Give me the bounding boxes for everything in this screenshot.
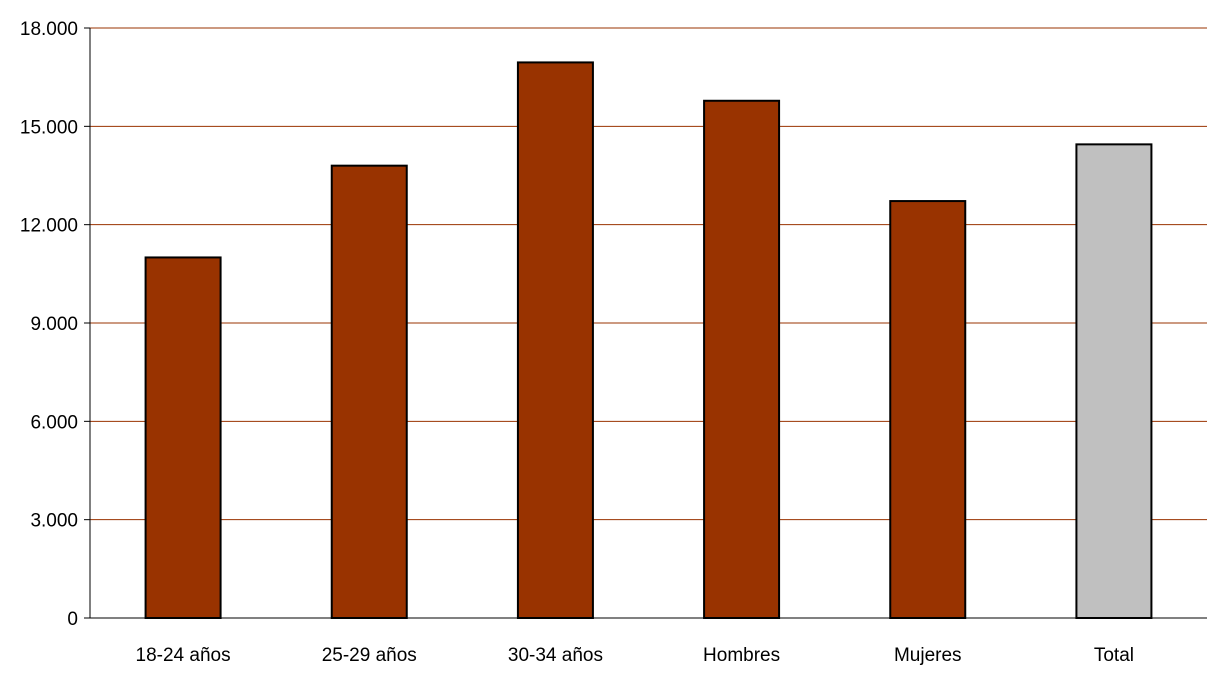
x-category-label: 30-34 años bbox=[508, 645, 603, 666]
x-category-label: Total bbox=[1094, 645, 1134, 666]
bar-hombres bbox=[703, 99, 781, 620]
y-tick-label: 3.000 bbox=[30, 511, 78, 532]
gridlines bbox=[90, 27, 1207, 521]
bar-mujeres bbox=[889, 200, 967, 619]
y-tick-label: 15.000 bbox=[20, 117, 78, 138]
x-category-label: 25-29 años bbox=[322, 645, 417, 666]
bar-18-24-a-os bbox=[144, 256, 222, 619]
x-category-label: 18-24 años bbox=[136, 645, 231, 666]
y-tick-label: 6.000 bbox=[30, 412, 78, 433]
y-tick-label: 9.000 bbox=[30, 314, 78, 335]
bars bbox=[144, 61, 1153, 620]
bar-total bbox=[1075, 143, 1153, 619]
y-tick-label: 18.000 bbox=[20, 19, 78, 40]
axes bbox=[84, 27, 1207, 619]
y-tick-label: 0 bbox=[67, 609, 78, 630]
axis-labels: 0 3.000 6.000 9.000 12.000 15.000 18.000 18-24 … bbox=[20, 19, 1134, 666]
bar-30-34-a-os bbox=[516, 61, 594, 619]
y-tick-label: 12.000 bbox=[20, 216, 78, 237]
x-category-label: Mujeres bbox=[894, 645, 962, 666]
x-category-label: Hombres bbox=[703, 645, 780, 666]
bar-25-29-a-os bbox=[330, 164, 408, 620]
